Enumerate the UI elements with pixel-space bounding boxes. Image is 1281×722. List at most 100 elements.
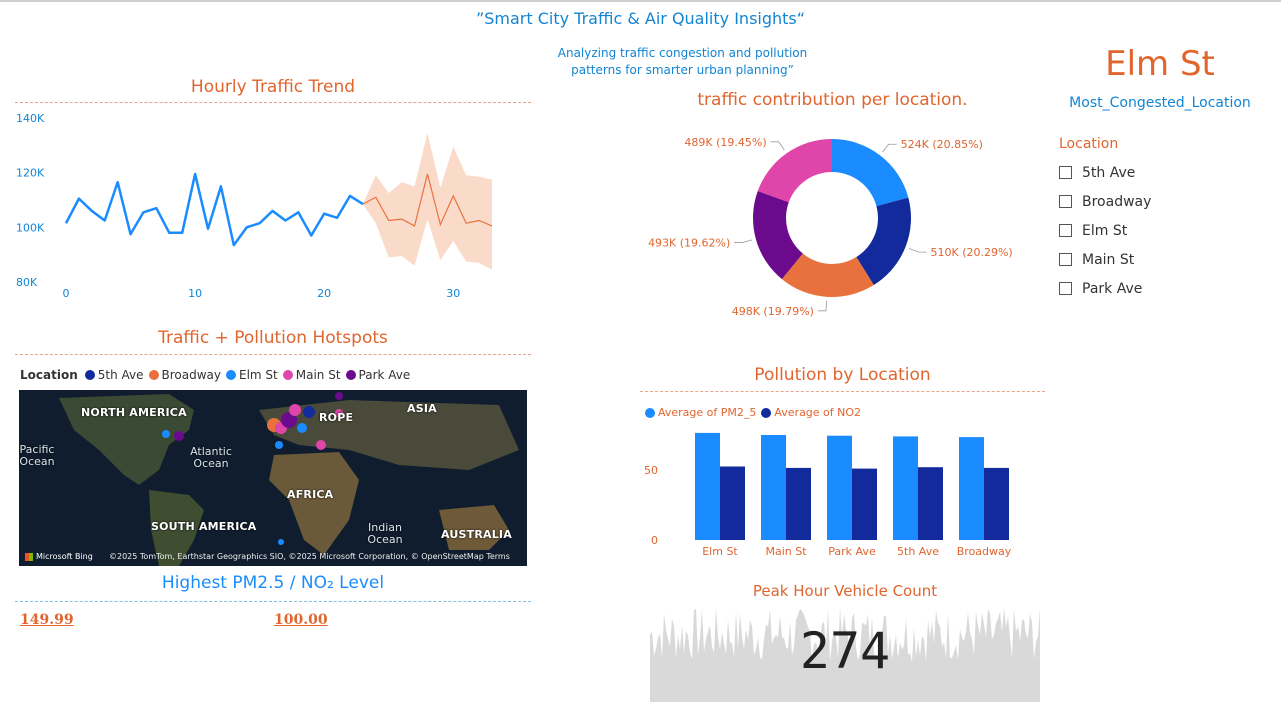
slicer-item-broadway[interactable]: Broadway [1059, 187, 1259, 216]
donut-data-label: 510K (20.29%) [930, 246, 1012, 259]
x-tick-label: 20 [317, 287, 331, 300]
bar[interactable] [786, 467, 811, 540]
slicer-item-park-ave[interactable]: Park Ave [1059, 274, 1259, 303]
map-label-africa: AFRICA [287, 488, 334, 501]
bar[interactable] [761, 435, 786, 540]
legend-dot [84, 370, 95, 380]
checkbox[interactable] [1059, 253, 1072, 266]
checkbox[interactable] [1059, 166, 1072, 179]
legend-label: Main St [295, 368, 341, 382]
bar[interactable] [827, 435, 852, 540]
x-tick-label: 10 [188, 287, 202, 300]
slicer-item-label: 5th Ave [1082, 164, 1136, 181]
donut-slice[interactable] [757, 139, 832, 203]
checkbox[interactable] [1059, 282, 1072, 295]
legend-label: Average of PM2_5 [658, 406, 757, 419]
traffic-contribution-title: traffic contribution per location. [697, 90, 968, 110]
dashboard-title: ”Smart City Traffic & Air Quality Insigh… [475, 9, 806, 28]
x-tick-label: Main St [765, 545, 807, 558]
peak-hour-title: Peak Hour Vehicle Count [752, 582, 938, 600]
location-slicer: Location 5th Ave Broadway Elm St Main St… [1059, 136, 1259, 303]
donut-slice[interactable] [832, 139, 909, 207]
legend-label: Park Ave [358, 368, 411, 382]
donut-slice[interactable] [781, 253, 874, 297]
slicer-item-label: Park Ave [1082, 280, 1143, 297]
donut-leader-line [882, 143, 897, 153]
divider [15, 102, 531, 103]
forecast-confidence-band [362, 133, 492, 270]
x-tick-label: 30 [446, 287, 460, 300]
slicer-title: Location [1059, 136, 1119, 152]
most-congested-value: Elm St [1105, 44, 1215, 84]
legend-label: Broadway [161, 368, 221, 382]
donut-slice[interactable] [856, 197, 911, 286]
donut-data-label: 493K (19.62%) [648, 237, 730, 250]
hotspots-title: Traffic + Pollution Hotspots [158, 328, 388, 348]
slicer-item-5th-ave[interactable]: 5th Ave [1059, 158, 1259, 187]
bar[interactable] [918, 467, 943, 540]
peak-hour-value: 274 [799, 622, 891, 680]
y-tick-label: 120K [16, 167, 45, 180]
checkbox[interactable] [1059, 195, 1072, 208]
map-label-pacific: Pacific Ocean [19, 443, 55, 468]
hotspots-legend: Location 5th Ave Broadway Elm St Main St… [20, 368, 410, 382]
legend-title: Location [20, 368, 78, 382]
x-tick-label: Park Ave [828, 545, 876, 558]
microsoft-logo-icon [25, 552, 33, 561]
x-tick-label: 0 [63, 287, 70, 300]
pollution-bar-chart[interactable]: 50 0 Elm St Main St Park Ave 5th Ave Broadway [640, 422, 1045, 564]
map-label-australia: AUSTRALIA [441, 528, 512, 541]
bar[interactable] [959, 437, 984, 540]
max-no2-value: 100.00 [274, 612, 328, 628]
most-congested-label: Most_Congested_Location [1069, 95, 1251, 111]
hotspots-map[interactable]: NORTH AMERICA ROPE ASIA Pacific Ocean At… [19, 390, 527, 566]
slicer-item-elm-st[interactable]: Elm St [1059, 216, 1259, 245]
legend-dot [148, 370, 159, 380]
checkbox[interactable] [1059, 224, 1072, 237]
max-pm25-value: 149.99 [20, 612, 74, 628]
subtitle-line-1: Analyzing traffic congestion and polluti… [557, 46, 808, 60]
legend-label: 5th Ave [97, 368, 144, 382]
slicer-item-label: Broadway [1082, 193, 1152, 210]
bing-label: Microsoft Bing [36, 552, 93, 561]
pollution-title: Pollution by Location [754, 365, 931, 385]
highest-levels-title: Highest PM2.5 / NO₂ Level [161, 573, 385, 593]
divider [640, 391, 1045, 392]
donut-leader-line [734, 239, 753, 243]
legend-dot [225, 370, 236, 380]
donut-slice[interactable] [753, 191, 803, 280]
legend-dot [282, 370, 293, 380]
bing-logo: Microsoft Bing [25, 552, 93, 561]
slicer-item-label: Main St [1082, 251, 1135, 268]
hourly-trend-chart[interactable]: 140K 120K 100K 80K 0 10 20 30 [10, 108, 530, 308]
slicer-item-main-st[interactable]: Main St [1059, 245, 1259, 274]
legend-label: Elm St [238, 368, 278, 382]
dashboard-subtitle: Analyzing traffic congestion and polluti… [520, 45, 845, 79]
forecast-traffic-line[interactable] [362, 173, 493, 227]
bar[interactable] [852, 468, 877, 540]
traffic-contribution-donut[interactable]: 524K (20.85%) 510K (20.29%) 498K (19.79%) 4… [640, 118, 1025, 318]
map-copyright[interactable]: ©2025 TomTom, Earthstar Geographics SIO,… [109, 552, 510, 561]
sparkline-area [650, 607, 1040, 702]
x-tick-label: Elm St [702, 545, 738, 558]
map-label-north-america: NORTH AMERICA [81, 406, 187, 419]
legend-dot [761, 407, 772, 418]
y-tick-label: 50 [644, 464, 658, 477]
donut-leader-line [770, 141, 785, 151]
bar[interactable] [984, 467, 1009, 540]
peak-hour-background-sparkline [650, 607, 1040, 702]
slicer-item-label: Elm St [1082, 222, 1128, 239]
legend-dot [645, 407, 655, 418]
bar[interactable] [720, 466, 745, 541]
actual-traffic-line[interactable] [64, 172, 364, 247]
y-tick-label: 140K [16, 112, 45, 125]
divider [15, 354, 531, 355]
y-tick-label: 0 [651, 534, 658, 547]
pollution-legend: Average of PM2_5 Average of NO2 [640, 406, 861, 419]
divider [15, 601, 531, 602]
map-label-asia: ASIA [407, 402, 437, 415]
map-label-atlantic: Atlantic Ocean [190, 445, 232, 470]
bar[interactable] [893, 436, 918, 540]
bar[interactable] [695, 432, 720, 540]
map-label-europe: ROPE [319, 411, 354, 424]
